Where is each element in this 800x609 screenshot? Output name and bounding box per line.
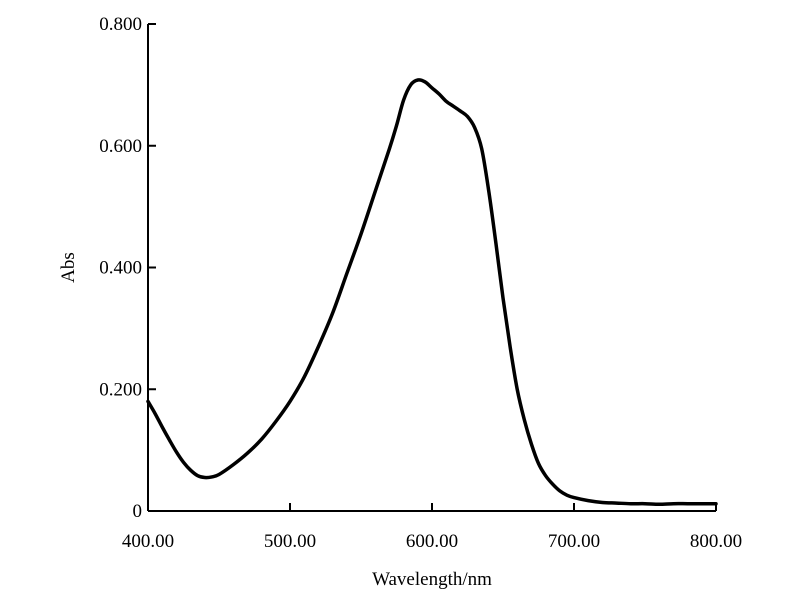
y-ticks: 0 0.200 0.400 0.600 0.800 xyxy=(99,14,156,522)
axes xyxy=(147,24,716,512)
x-tick-label: 700.00 xyxy=(548,531,600,552)
x-tick-label: 600.00 xyxy=(406,531,458,552)
x-tick-label: 500.00 xyxy=(264,531,316,552)
y-axis-title: Abs xyxy=(58,252,79,283)
y-tick-label: 0 xyxy=(133,501,143,522)
y-tick-label: 0.200 xyxy=(99,379,142,400)
y-tick-label: 0.800 xyxy=(99,14,142,35)
y-tick-label: 0.400 xyxy=(99,258,142,279)
y-tick-label: 0.600 xyxy=(99,136,142,157)
absorbance-series-line xyxy=(146,78,718,507)
x-tick-label: 800.00 xyxy=(690,531,742,552)
x-tick-label: 400.00 xyxy=(122,531,174,552)
x-ticks: 400.00 500.00 600.00 700.00 800.00 xyxy=(122,503,742,552)
x-axis-title: Wavelength/nm xyxy=(372,569,492,590)
series-layer xyxy=(146,78,718,507)
